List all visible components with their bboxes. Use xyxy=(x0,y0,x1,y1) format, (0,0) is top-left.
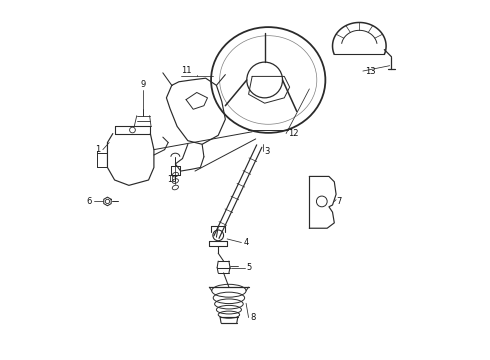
Text: 12: 12 xyxy=(288,129,298,138)
Text: 7: 7 xyxy=(336,197,342,206)
Text: 13: 13 xyxy=(365,67,375,76)
Text: 9: 9 xyxy=(141,80,146,89)
Text: 4: 4 xyxy=(243,238,248,247)
Text: 11: 11 xyxy=(181,66,191,75)
Text: 6: 6 xyxy=(87,197,92,206)
Text: 5: 5 xyxy=(247,263,252,272)
Text: 3: 3 xyxy=(265,147,270,156)
Text: 8: 8 xyxy=(250,313,256,322)
Text: 10: 10 xyxy=(167,175,176,184)
Text: 1: 1 xyxy=(95,145,100,154)
